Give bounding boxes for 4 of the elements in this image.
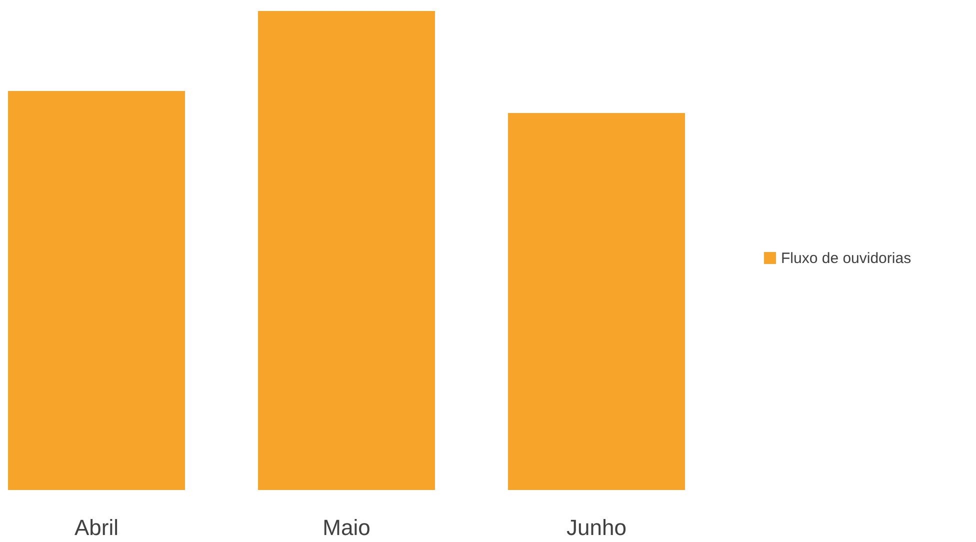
x-tick-label: Abril (74, 515, 119, 540)
x-tick-label: Junho (566, 515, 626, 540)
legend-label: Fluxo de ouvidorias (781, 250, 912, 267)
x-tick-label: Maio (322, 515, 370, 540)
